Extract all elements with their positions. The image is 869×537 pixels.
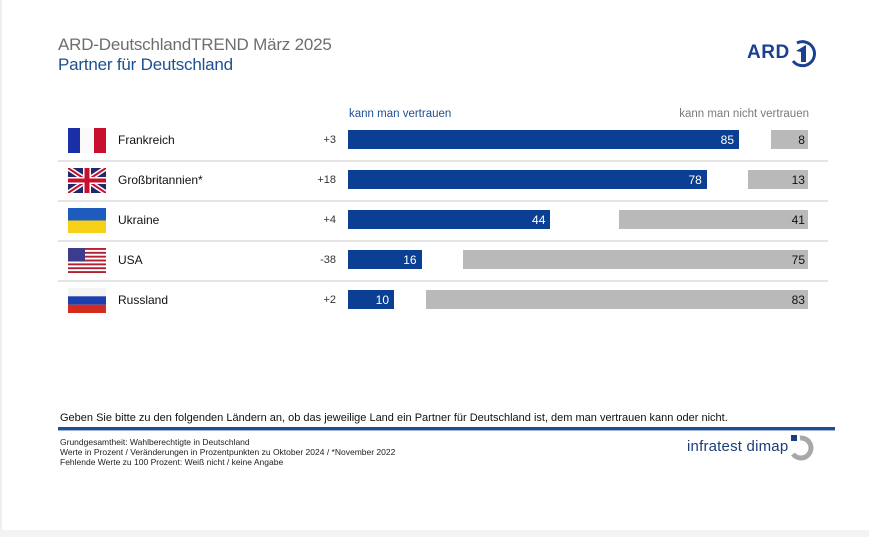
- data-label-distrust: 41: [791, 213, 805, 227]
- change-value: +2: [323, 294, 336, 306]
- ard-logo: ARD: [745, 37, 817, 71]
- data-label-trust: 16: [403, 253, 417, 267]
- infratest-logo-text: infratest dimap: [687, 438, 789, 455]
- russia-flag-icon: [68, 288, 106, 313]
- chart-row: Ukraine +4 44 41: [58, 200, 828, 240]
- bar-distrust: 13: [748, 170, 808, 189]
- footnote-base: Grundgesamtheit: Wahlberechtigte in Deut…: [60, 437, 250, 447]
- country-label: Frankreich: [118, 133, 175, 147]
- bar-trust: 85: [348, 130, 739, 149]
- country-label: Ukraine: [118, 213, 160, 227]
- page-title: ARD-DeutschlandTREND März 2025: [58, 35, 332, 54]
- legend-trust: kann man vertrauen: [349, 108, 452, 120]
- row-divider: [58, 240, 828, 242]
- frame-edge-left: [0, 0, 2, 537]
- change-value: +4: [323, 214, 336, 226]
- footer-divider: [58, 427, 835, 430]
- ard-logo-text: ARD: [747, 42, 790, 63]
- chart-subtitle: Partner für Deutschland: [58, 55, 233, 74]
- bar-trust: 10: [348, 290, 394, 309]
- footer-divider-shadow: [58, 430, 835, 431]
- bar-distrust: 8: [771, 130, 808, 149]
- row-divider: [58, 160, 828, 162]
- data-label-distrust: 13: [791, 173, 805, 187]
- country-label: USA: [118, 253, 143, 267]
- bar-distrust: 83: [426, 290, 808, 309]
- france-flag-icon: [68, 128, 106, 153]
- frame-edge-bottom: [0, 530, 869, 537]
- change-value: -38: [320, 254, 336, 266]
- bar-trust: 44: [348, 210, 551, 229]
- change-value: +18: [317, 174, 336, 186]
- bar-distrust: 41: [619, 210, 808, 229]
- data-label-trust: 85: [720, 133, 734, 147]
- footnote-units: Werte in Prozent / Veränderungen in Proz…: [60, 447, 396, 457]
- data-label-trust: 78: [688, 173, 702, 187]
- bar-distrust: 75: [463, 250, 808, 269]
- legend-distrust: kann man nicht vertrauen: [679, 108, 809, 120]
- row-divider: [58, 280, 828, 282]
- chart-row: Großbritannien* +18 78 13: [58, 160, 828, 200]
- survey-question: Geben Sie bitte zu den folgenden Ländern…: [60, 412, 728, 424]
- uk-flag-icon: [66, 165, 108, 196]
- ard-one-icon: [791, 40, 816, 68]
- chart-row: Frankreich +3 85 8: [58, 120, 828, 160]
- data-label-distrust: 8: [798, 133, 805, 147]
- usa-flag-icon: [68, 248, 106, 274]
- data-label-trust: 10: [375, 293, 389, 307]
- chart-row: Russland +2 10 83: [58, 280, 828, 320]
- data-label-distrust: 75: [791, 253, 805, 267]
- bar-trust: 16: [348, 250, 422, 269]
- change-value: +3: [323, 134, 336, 146]
- country-label: Großbritannien*: [118, 173, 203, 187]
- data-label-trust: 44: [532, 213, 546, 227]
- footnotes: Grundgesamtheit: Wahlberechtigte in Deut…: [60, 437, 395, 467]
- ukraine-flag-icon: [68, 208, 106, 233]
- data-label-distrust: 83: [791, 293, 805, 307]
- chart-row: USA -38 16 75: [58, 240, 828, 280]
- bar-trust: 78: [348, 170, 707, 189]
- footnote-missing: Fehlende Werte zu 100 Prozent: Weiß nich…: [60, 457, 284, 467]
- infratest-dimap-icon: [791, 435, 814, 461]
- row-divider: [58, 200, 828, 202]
- country-label: Russland: [118, 293, 169, 307]
